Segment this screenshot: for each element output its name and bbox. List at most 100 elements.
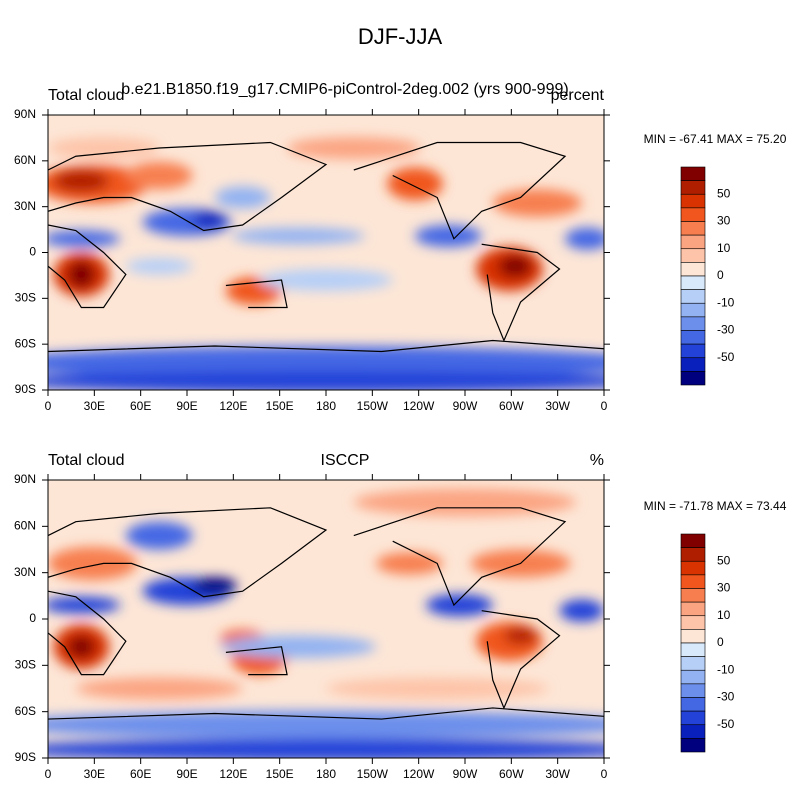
field-blob [48, 546, 137, 581]
field-blob [67, 635, 96, 658]
colorbar-box [680, 533, 706, 548]
field-blob [259, 269, 393, 291]
y-tick-label: 30N [14, 199, 36, 213]
field-blob [48, 738, 604, 758]
y-tick-label: 0 [29, 611, 36, 625]
field-blob [214, 186, 271, 209]
field-blob [387, 167, 443, 201]
colorbar-label: 50 [717, 186, 731, 200]
coastline [48, 339, 604, 353]
x-tick-label: 180 [316, 767, 336, 781]
map-field [48, 480, 604, 758]
y-tick-label: 90S [15, 750, 36, 764]
colorbar-box [680, 710, 706, 726]
field-blob [48, 230, 121, 247]
colorbar-box [680, 738, 706, 753]
colorbar-label: -30 [717, 690, 735, 704]
field-blob [75, 677, 243, 700]
field-blob [353, 488, 577, 517]
colorbar-label: 30 [717, 214, 731, 228]
colorbar-box [680, 343, 706, 359]
panel-left-title: Total cloud [48, 452, 125, 469]
colorbar-box [680, 669, 706, 685]
colorbar-label: -50 [717, 717, 735, 731]
colorbar-box [680, 275, 706, 290]
field-blob [220, 635, 377, 658]
colorbar-label: 30 [717, 581, 731, 595]
panel-center-title: ISCCP [321, 452, 370, 469]
coastline [48, 507, 328, 598]
y-tick-label: 60S [15, 704, 36, 718]
x-tick-label: 150W [357, 399, 389, 413]
colorbar-box [680, 560, 706, 576]
colorbar-label: 0 [717, 635, 724, 649]
field-blob [125, 161, 193, 190]
panel-center-title: b.e21.B1850.f19_g17.CMIP6-piControl-2deg… [121, 81, 568, 98]
colorbar-box [680, 683, 706, 698]
y-tick-label: 90S [15, 382, 36, 396]
colorbar-box [680, 180, 706, 195]
field-blob [376, 552, 443, 575]
colorbar-box [680, 248, 706, 263]
x-tick-label: 150E [266, 767, 294, 781]
colorbar-box [680, 302, 706, 318]
field-blob [565, 227, 604, 250]
colorbar-box [680, 207, 706, 222]
field-blob [231, 227, 365, 245]
colorbar-box [680, 289, 706, 304]
x-tick-label: 120E [219, 399, 247, 413]
x-tick-label: 0 [601, 399, 608, 413]
colorbar-label: -30 [717, 323, 735, 337]
y-tick-label: 60S [15, 336, 36, 350]
y-tick-label: 60N [14, 153, 36, 167]
x-tick-label: 0 [45, 399, 52, 413]
colorbar-box [680, 574, 706, 589]
coastline [225, 279, 288, 309]
field-blob [326, 677, 549, 700]
colorbar-box [680, 697, 706, 712]
colorbar-box [680, 371, 706, 386]
panel-right-title: percent [551, 87, 605, 104]
x-tick-label: 90E [176, 399, 197, 413]
x-tick-label: 90E [176, 767, 197, 781]
y-tick-label: 90N [14, 107, 36, 121]
colorbar-box [680, 615, 706, 630]
colorbar-label: 0 [717, 268, 724, 282]
map-field [48, 115, 604, 390]
coastline [48, 707, 604, 720]
colorbar-box [680, 330, 706, 345]
x-tick-label: 0 [601, 767, 608, 781]
colorbar-box [680, 357, 706, 372]
y-tick-label: 30S [15, 658, 36, 672]
colorbar-box [680, 262, 706, 277]
field-blob [67, 260, 96, 289]
coastline [481, 610, 561, 710]
colorbar-box [680, 724, 706, 739]
colorbar-box [680, 629, 706, 644]
colorbar-box [680, 656, 706, 671]
min-max-label: MIN = -67.41 MAX = 75.20 [644, 132, 787, 146]
field-blob [48, 346, 604, 379]
colorbar-box [680, 601, 706, 617]
colorbar-box [680, 221, 706, 236]
x-tick-label: 120E [219, 767, 247, 781]
coastline [48, 224, 127, 309]
x-tick-label: 90W [453, 399, 478, 413]
colorbar-label: -10 [717, 295, 735, 309]
coastline [48, 590, 127, 676]
colorbar-label: -10 [717, 662, 735, 676]
colorbar-label: 50 [717, 553, 731, 567]
x-tick-label: 30W [545, 767, 570, 781]
field-blob [125, 521, 193, 550]
colorbar-box [680, 547, 706, 562]
x-tick-label: 60W [499, 767, 524, 781]
coastline [353, 507, 567, 607]
field-blob [192, 577, 238, 594]
field-blob [192, 211, 226, 228]
field-blob [48, 370, 604, 390]
colorbar-box [680, 234, 706, 250]
x-tick-label: 60E [130, 767, 151, 781]
x-tick-label: 180 [316, 399, 336, 413]
colorbar-label: -50 [717, 350, 735, 364]
colorbar-box [680, 642, 706, 657]
